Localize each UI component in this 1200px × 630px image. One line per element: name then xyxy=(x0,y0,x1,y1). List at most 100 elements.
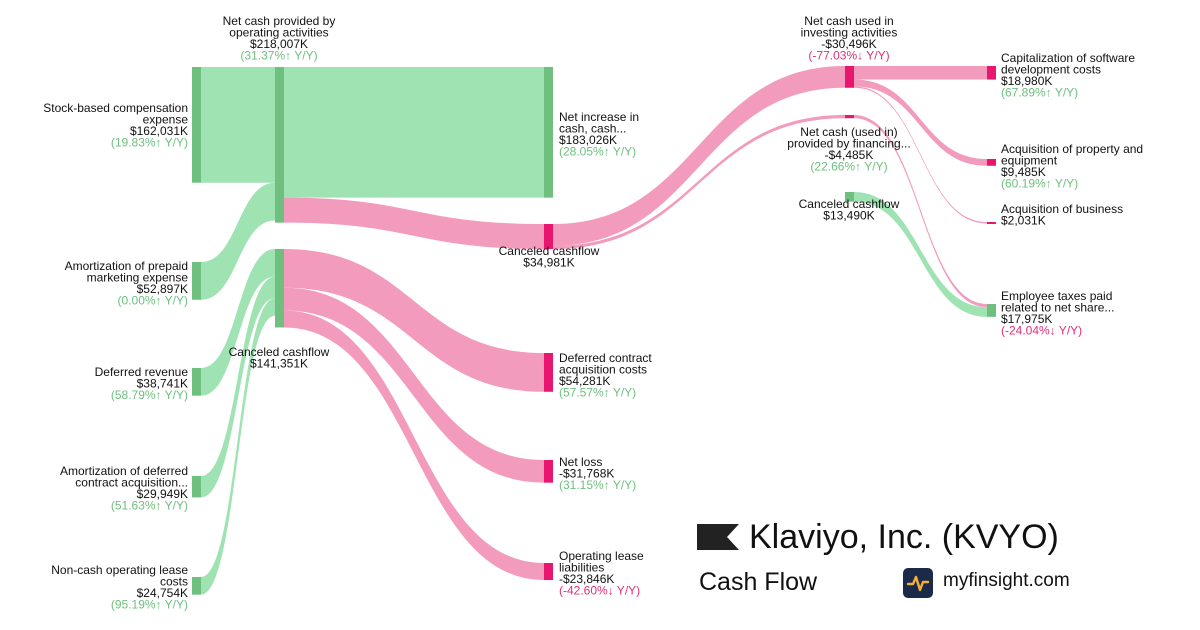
labels-layer: Stock-based compensation expense $162,031K… xyxy=(43,14,1143,612)
node-net_loss xyxy=(544,460,553,483)
node-ppe xyxy=(987,159,996,166)
label-financing-line: Net cash (used in) xyxy=(800,125,897,139)
label-emp_taxes-line: related to net share... xyxy=(1001,301,1114,315)
pulse-logo-icon xyxy=(903,568,933,598)
node-financing xyxy=(845,115,854,119)
link-canceled_left-to-lease_liab xyxy=(284,310,544,581)
label-emp_taxes-line: $17,975K xyxy=(1001,312,1052,326)
link-canceled_left-to-deferred_costs xyxy=(284,249,544,392)
label-sbc: Stock-based compensation expense $162,031K… xyxy=(43,101,188,150)
link-op-to-net_increase xyxy=(284,67,544,198)
link-investing-to-acq_business xyxy=(854,86,987,224)
label-amort_prepaid-line: Amortization of prepaid xyxy=(65,259,188,273)
label-net_loss-line: Net loss xyxy=(559,455,602,469)
label-lease_liab-line: -$23,846K xyxy=(559,572,614,586)
label-amort_deferred-line: $29,949K xyxy=(137,487,188,501)
label-acq_business-line: $2,031K xyxy=(1001,214,1046,228)
label-investing-line: investing activities xyxy=(801,26,898,40)
label-acq_business-line: Acquisition of business xyxy=(1001,202,1123,216)
link-noncash_lease-to-canceled_left xyxy=(201,298,275,595)
site-link[interactable]: myfinsight.com xyxy=(943,570,1070,591)
label-amort_deferred-line: contract acquisition... xyxy=(75,476,188,490)
node-noncash_lease xyxy=(192,577,201,595)
label-investing-line: -$30,496K xyxy=(821,37,876,51)
label-op-line: Net cash provided by xyxy=(223,14,336,28)
link-investing-to-capex_software xyxy=(854,66,987,80)
label-capex_software-line: (67.89%↑ Y/Y) xyxy=(1001,86,1078,100)
label-amort_prepaid-line: (0.00%↑ Y/Y) xyxy=(118,294,188,308)
label-capex_software-line: $18,980K xyxy=(1001,74,1052,88)
link-financing-to-emp_taxes xyxy=(854,115,987,308)
link-canceled_right-to-emp_taxes xyxy=(854,192,987,317)
label-deferred_costs-line: $54,281K xyxy=(559,374,610,388)
label-amort_deferred: Amortization of deferred contract acquisi… xyxy=(60,464,188,513)
node-emp_taxes xyxy=(987,304,996,317)
node-investing xyxy=(845,66,854,88)
company-title: Klaviyo, Inc. (KVYO) xyxy=(749,518,1059,556)
label-net_loss: Net loss -$31,768K (31.15%↑ Y/Y) xyxy=(559,455,636,492)
node-sbc xyxy=(192,67,201,183)
label-sbc-line: expense xyxy=(143,113,189,127)
link-amort_deferred-to-canceled_left xyxy=(201,276,275,498)
node-acq_business xyxy=(987,222,996,224)
label-amort_prepaid-line: marketing expense xyxy=(87,271,189,285)
links-layer xyxy=(201,66,987,595)
node-deferred_costs xyxy=(544,353,553,392)
label-deferred_rev-line: $38,741K xyxy=(137,377,188,391)
node-op xyxy=(275,67,284,223)
link-canceled_mid-to-financing xyxy=(553,115,845,249)
label-op-line: (31.37%↑ Y/Y) xyxy=(240,49,317,63)
label-net_increase-line: Net increase in xyxy=(559,110,639,124)
label-ppe: Acquisition of property and equipment $9,4… xyxy=(1001,142,1143,191)
nodes-layer xyxy=(192,66,996,595)
label-deferred_costs-line: acquisition costs xyxy=(559,363,647,377)
flag-icon xyxy=(697,524,739,550)
label-lease_liab-line: Operating lease xyxy=(559,549,644,563)
label-sbc-line: Stock-based compensation xyxy=(43,101,188,115)
label-canceled_mid: Canceled cashflow $34,981K xyxy=(499,244,600,270)
statement-label: Cash Flow xyxy=(699,568,818,596)
link-amort_prepaid-to-op xyxy=(201,182,275,300)
node-canceled_left xyxy=(275,249,284,328)
label-investing-line: Net cash used in xyxy=(804,14,893,28)
label-net_loss-line: -$31,768K xyxy=(559,467,614,481)
node-lease_liab xyxy=(544,563,553,581)
label-emp_taxes-line: Employee taxes paid xyxy=(1001,289,1112,303)
label-op-line: operating activities xyxy=(229,26,328,40)
label-noncash_lease-line: costs xyxy=(160,575,188,589)
label-noncash_lease-line: Non-cash operating lease xyxy=(51,563,188,577)
label-capex_software-line: development costs xyxy=(1001,63,1101,77)
label-amort_deferred-line: Amortization of deferred xyxy=(60,464,188,478)
label-emp_taxes-line: (-24.04%↓ Y/Y) xyxy=(1001,324,1082,338)
label-sbc-line: $162,031K xyxy=(130,124,188,138)
label-net_loss-line: (31.15%↑ Y/Y) xyxy=(559,478,636,492)
link-canceled_left-to-net_loss xyxy=(284,287,544,483)
label-noncash_lease-line: $24,754K xyxy=(137,586,188,600)
label-sbc-line: (19.83%↑ Y/Y) xyxy=(111,136,188,150)
label-deferred_costs-line: Deferred contract xyxy=(559,351,652,365)
label-financing-line: -$4,485K xyxy=(825,148,874,162)
label-financing: Net cash (used in) provided by financing.… xyxy=(787,125,910,174)
label-canceled_left: Canceled cashflow $141,351K xyxy=(229,345,330,371)
link-deferred_rev-to-canceled_left xyxy=(201,249,275,396)
node-deferred_rev xyxy=(192,368,201,396)
label-canceled_left-line: Canceled cashflow xyxy=(229,345,330,359)
label-op-line: $218,007K xyxy=(250,37,308,51)
label-amort_prepaid: Amortization of prepaid marketing expense… xyxy=(65,259,189,308)
label-acq_business: Acquisition of business $2,031K xyxy=(1001,202,1123,228)
label-canceled_mid-line: $34,981K xyxy=(523,256,574,270)
label-canceled_right-line: $13,490K xyxy=(823,209,874,223)
label-financing-line: provided by financing... xyxy=(787,137,910,151)
label-deferred_rev: Deferred revenue $38,741K (58.79%↑ Y/Y) xyxy=(95,365,189,402)
link-sbc-to-op xyxy=(201,67,275,183)
label-noncash_lease-line: (95.19%↑ Y/Y) xyxy=(111,598,188,612)
node-canceled_mid xyxy=(544,224,553,249)
label-deferred_rev-line: (58.79%↑ Y/Y) xyxy=(111,388,188,402)
label-noncash_lease: Non-cash operating lease costs $24,754K (95… xyxy=(51,563,188,612)
node-amort_prepaid xyxy=(192,262,201,300)
label-canceled_right: Canceled cashflow $13,490K xyxy=(799,197,900,223)
label-canceled_left-line: $141,351K xyxy=(250,357,308,371)
label-financing-line: (22.66%↑ Y/Y) xyxy=(810,160,887,174)
link-investing-to-ppe xyxy=(854,79,987,166)
